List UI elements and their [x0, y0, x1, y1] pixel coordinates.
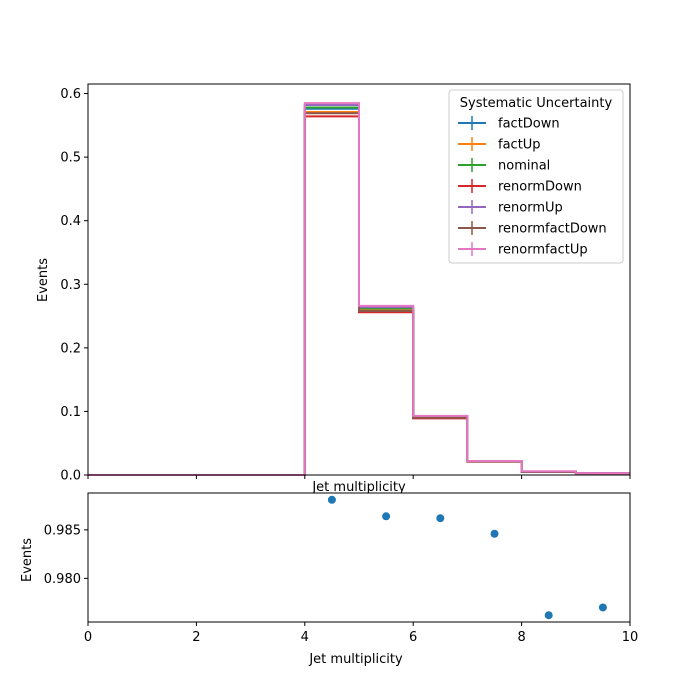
legend-item-renormfactDown: renormfactDown	[458, 221, 607, 237]
bottom-x-tick-label: 4	[301, 630, 309, 645]
bottom-x-axis-ticks: 0 2 4 6 8 10	[84, 622, 638, 645]
legend-label: renormfactDown	[498, 222, 607, 237]
top-plot-border	[87, 83, 631, 476]
bottom-plot-frame	[88, 493, 630, 622]
ratio-point	[436, 514, 445, 523]
bottom-y-axis-ticks: 0.980 0.985	[44, 523, 88, 587]
ratio-point	[544, 611, 553, 620]
legend-item-renormDown: renormDown	[458, 179, 582, 195]
ratio-point	[598, 603, 607, 612]
legend-items: factDown factUp nominal renormDown renormUp r…	[458, 116, 607, 258]
bottom-x-tick-label: 0	[84, 630, 92, 645]
ratio-point	[382, 512, 391, 521]
legend-label: factUp	[498, 138, 541, 153]
bottom-points-group	[327, 495, 607, 620]
ratio-point	[490, 529, 499, 538]
top-y-tick-label: 0.3	[60, 278, 81, 293]
top-x-axis-label: Jet multiplicity	[311, 480, 406, 495]
legend-item-renormUp: renormUp	[458, 200, 563, 216]
bottom-x-tick-label: 8	[517, 630, 525, 645]
top-y-tick-label: 0.1	[60, 405, 81, 420]
bottom-x-tick-label: 2	[192, 630, 200, 645]
legend-item-factUp: factUp	[458, 137, 541, 153]
legend-label: nominal	[498, 159, 550, 174]
legend-item-renormfactUp: renormfactUp	[458, 242, 588, 258]
top-y-tick-label: 0.0	[60, 469, 81, 484]
bottom-x-tick-label: 10	[622, 630, 639, 645]
top-panel: 0.0 0.1 0.2 0.3 0.4 0.5 0.6 Jet multiplicity E…	[36, 83, 631, 495]
legend-item-factDown: factDown	[458, 116, 560, 132]
top-y-tick-label: 0.6	[60, 87, 81, 102]
top-x-axis-ticks	[87, 475, 631, 479]
legend-title: Systematic Uncertainty	[460, 96, 613, 111]
bottom-panel: 0.980 0.985 0 2 4 6 8 10 Jet multiplicity Even…	[20, 492, 638, 667]
top-y-axis-ticks: 0.0 0.1 0.2 0.3 0.4 0.5 0.6	[60, 87, 88, 484]
top-y-tick-label: 0.5	[60, 151, 81, 166]
bottom-y-axis-label: Events	[20, 538, 35, 582]
legend-label: renormUp	[498, 201, 563, 216]
top-y-axis-label: Events	[36, 258, 51, 302]
bottom-x-tick-label: 6	[409, 630, 417, 645]
legend-label: renormDown	[498, 180, 582, 195]
legend-item-nominal: nominal	[458, 158, 550, 174]
bottom-plot-border	[87, 492, 631, 623]
ratio-point	[327, 495, 336, 504]
bottom-y-tick-label: 0.980	[44, 572, 81, 587]
legend-label: factDown	[498, 117, 560, 132]
legend: Systematic Uncertainty factDown factUp nom…	[448, 89, 624, 264]
bottom-y-tick-label: 0.985	[44, 523, 81, 538]
legend-frame	[448, 89, 624, 264]
legend-label: renormfactUp	[498, 243, 588, 258]
bottom-x-axis-label: Jet multiplicity	[308, 652, 403, 667]
top-y-tick-label: 0.4	[60, 214, 81, 229]
top-y-tick-label: 0.2	[60, 341, 81, 356]
